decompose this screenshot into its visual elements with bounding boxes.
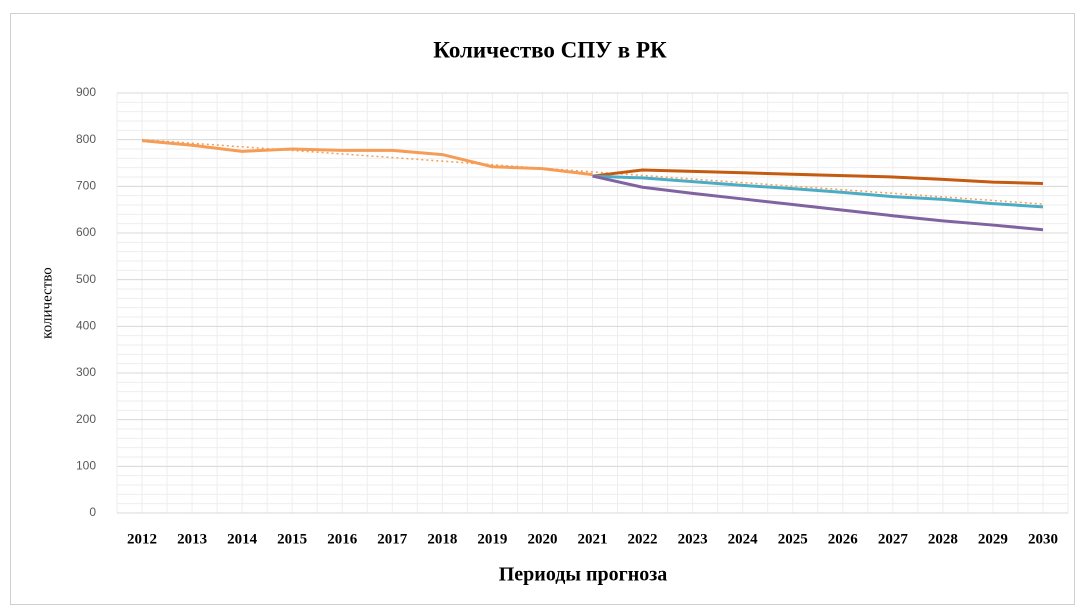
line-series — [141, 139, 593, 177]
x-tick-label: 2013 — [177, 531, 207, 547]
x-tick-label: 2023 — [678, 531, 708, 547]
y-tick-label: 600 — [76, 225, 96, 239]
line-series — [592, 174, 1044, 209]
y-tick-label: 700 — [76, 179, 96, 193]
y-tick-label: 100 — [76, 459, 96, 473]
chart-title: Количество СПУ в РК — [433, 37, 667, 62]
x-axis-title: Периоды прогноза — [499, 564, 668, 586]
x-tick-label: 2012 — [127, 531, 157, 547]
y-tick-label: 300 — [76, 365, 96, 379]
x-tick-label: 2022 — [628, 531, 658, 547]
x-tick-label: 2016 — [327, 531, 358, 547]
y-tick-label: 500 — [76, 272, 96, 286]
x-tick-label: 2014 — [227, 531, 258, 547]
x-tick-label: 2027 — [878, 531, 909, 547]
x-tick-label: 2024 — [728, 531, 759, 547]
y-tick-label: 800 — [76, 132, 96, 146]
x-tick-label: 2018 — [427, 531, 457, 547]
line-series — [592, 174, 1044, 232]
x-tick-label: 2020 — [527, 531, 557, 547]
x-tick-label: 2025 — [778, 531, 808, 547]
x-tick-label: 2017 — [377, 531, 408, 547]
y-axis-title: количество — [39, 267, 55, 339]
x-tick-label: 2029 — [978, 531, 1008, 547]
line-series — [592, 168, 1044, 186]
y-tick-label: 900 — [76, 85, 96, 99]
x-tick-label: 2030 — [1028, 531, 1058, 547]
x-tick-label: 2021 — [578, 531, 608, 547]
y-tick-label: 0 — [89, 505, 96, 519]
x-tick-label: 2028 — [928, 531, 958, 547]
y-tick-label: 400 — [76, 319, 96, 333]
y-tick-label: 200 — [76, 412, 96, 426]
x-tick-label: 2019 — [477, 531, 507, 547]
x-tick-label: 2015 — [277, 531, 307, 547]
x-tick-label: 2026 — [828, 531, 859, 547]
